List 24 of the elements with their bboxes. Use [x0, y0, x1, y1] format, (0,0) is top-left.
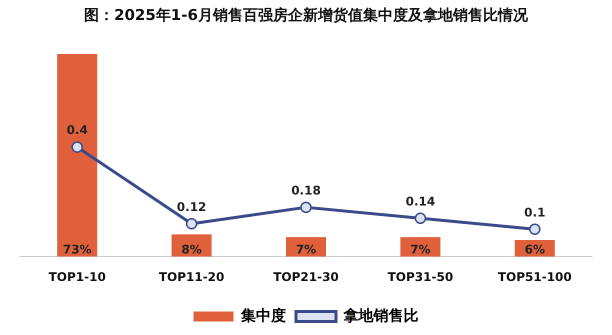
x-tick-label: TOP1-10 [48, 270, 106, 284]
data-label: 6% [524, 242, 545, 257]
point [71, 141, 83, 153]
legend-label: 拿地销售比 [342, 306, 418, 324]
data-label: 0.18 [291, 183, 321, 198]
x-tick-label: TOP11-20 [158, 270, 224, 284]
point [186, 218, 198, 230]
data-label: 7% [296, 242, 316, 257]
x-tick-label: TOP31-50 [388, 270, 454, 284]
point [414, 212, 426, 224]
data-label: 0.4 [66, 123, 88, 138]
x-tick-label: TOP21-30 [273, 270, 339, 284]
bar [57, 54, 98, 257]
data-label: 7% [410, 242, 431, 257]
legend-label: 集中度 [240, 306, 286, 324]
data-label: 0.1 [524, 205, 546, 220]
data-label: 0.14 [406, 194, 436, 208]
point [529, 223, 541, 235]
data-label: 0.12 [176, 200, 206, 214]
data-label: 73% [62, 242, 92, 257]
chart-title: 图：2025年1-6月销售百强房企新增货值集中度及拿地销售比情况 [83, 5, 529, 26]
data-label: 8% [181, 242, 202, 257]
x-tick-label: TOP51-100 [498, 270, 572, 284]
point [300, 202, 312, 214]
